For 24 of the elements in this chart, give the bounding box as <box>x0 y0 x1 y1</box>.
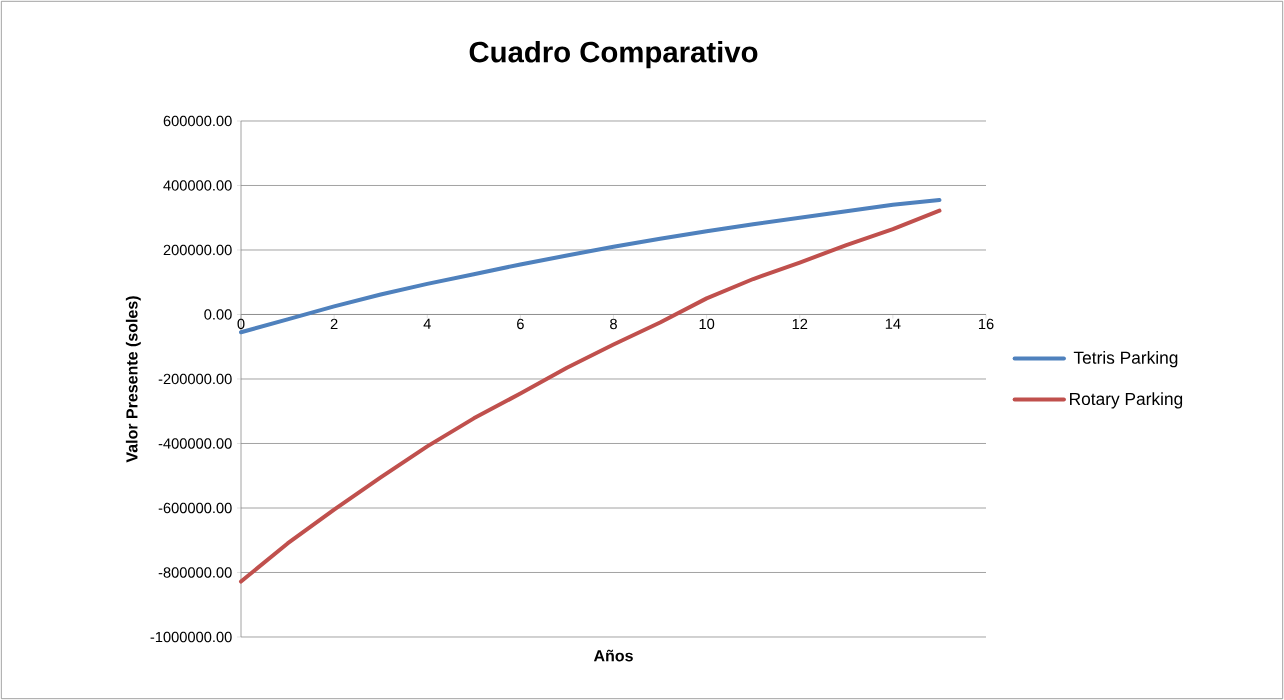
x-tick-label: 8 <box>610 318 617 330</box>
y-tick-label: -800000.00 <box>158 567 232 578</box>
x-tick-label: 2 <box>330 318 338 329</box>
y-axis-title: Valor Presente (soles) <box>125 296 141 463</box>
x-tick-label: 16 <box>978 318 994 330</box>
y-tick-label: -600000.00 <box>158 502 232 514</box>
y-tick-label: -1000000.00 <box>150 631 232 643</box>
x-axis-title: Años <box>593 649 633 662</box>
line-series <box>239 208 942 584</box>
legend-label: Tetris Parking <box>1073 351 1178 368</box>
y-tick-label: 600000.00 <box>163 115 232 127</box>
y-tick-label: -400000.00 <box>158 438 232 449</box>
legend-label: Rotary Parking <box>1070 392 1183 409</box>
chart-title: Cuadro Comparativo <box>469 40 758 69</box>
x-tick-label: 10 <box>699 318 715 330</box>
x-tick-label: 4 <box>423 318 431 329</box>
y-tick-label: -200000.00 <box>158 373 232 385</box>
x-tick-label: 14 <box>885 318 901 329</box>
x-tick-label: 12 <box>792 318 808 329</box>
x-tick-label: 6 <box>517 318 524 330</box>
x-tick-label: 0 <box>237 318 245 330</box>
y-tick-label: 200000.00 <box>163 244 232 256</box>
y-tick-label: 400000.00 <box>163 180 232 191</box>
y-tick-label: 0.00 <box>204 309 232 320</box>
